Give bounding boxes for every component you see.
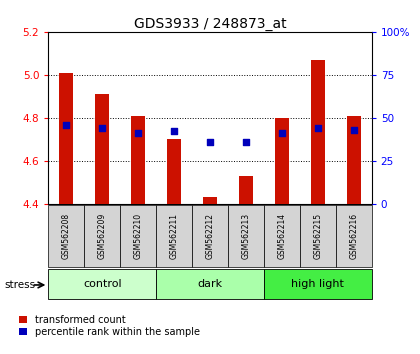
Text: GSM562216: GSM562216 [349,213,358,259]
Text: dark: dark [197,279,223,289]
Text: GSM562209: GSM562209 [98,213,107,259]
Point [99,125,105,131]
Bar [264,205,300,267]
Bar [95,94,109,204]
Bar [59,73,74,204]
Text: GSM562212: GSM562212 [205,213,215,259]
Bar [167,139,181,204]
Text: GSM562208: GSM562208 [62,213,71,259]
Point [315,125,321,131]
Text: stress: stress [4,280,35,290]
Point [207,139,213,144]
Point [135,130,142,136]
Legend: transformed count, percentile rank within the sample: transformed count, percentile rank withi… [18,313,202,339]
Bar [228,205,264,267]
Title: GDS3933 / 248873_at: GDS3933 / 248873_at [134,17,286,31]
Text: GSM562215: GSM562215 [313,213,322,259]
Bar [48,269,156,299]
Text: GSM562211: GSM562211 [170,213,178,259]
Bar [84,205,120,267]
Point [350,127,357,132]
Text: GSM562210: GSM562210 [134,213,143,259]
Bar [120,205,156,267]
Bar [300,205,336,267]
Bar [156,269,264,299]
Point [278,130,285,136]
Bar [336,205,372,267]
Text: GSM562213: GSM562213 [241,213,250,259]
Bar [346,115,361,204]
Bar [203,197,217,204]
Bar [264,269,372,299]
Bar [131,115,145,204]
Text: control: control [83,279,121,289]
Point [243,139,249,144]
Point [63,122,70,127]
Bar [156,205,192,267]
Bar [48,205,84,267]
Bar [239,176,253,204]
Bar [275,118,289,204]
Text: GSM562214: GSM562214 [277,213,286,259]
Text: high light: high light [291,279,344,289]
Bar [192,205,228,267]
Point [171,129,177,134]
Bar [311,60,325,204]
